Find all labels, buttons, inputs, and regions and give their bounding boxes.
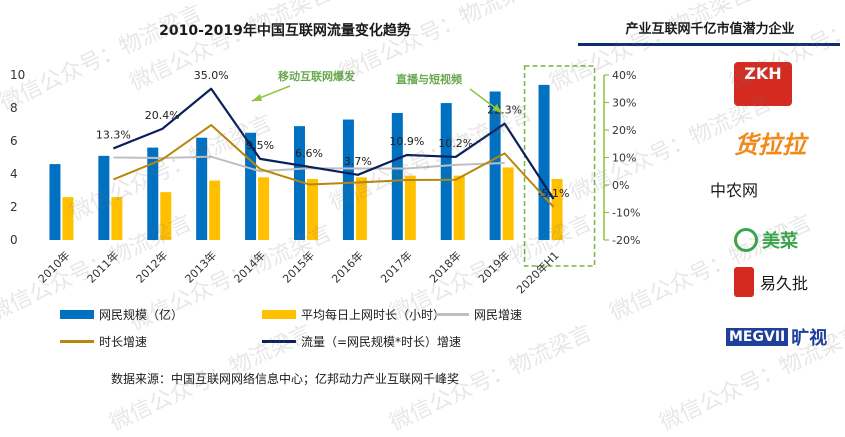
bar-netizens (196, 137, 208, 240)
chart-plot: 0 2 4 6 8 10 40% 30% 20% 10% 0% -10% -20% 13.3% 20.4% 3… (10, 65, 640, 296)
x-tick-label: 2012年 (133, 248, 170, 285)
side-panel-title: 产业互联网千亿市值潜力企业 (625, 22, 795, 37)
bar-netizens (440, 103, 452, 240)
y-left-tick-label: 10 (10, 68, 25, 82)
bar-hours (62, 197, 74, 240)
data-label: 13.3% (96, 128, 131, 141)
line-series-0 (113, 155, 505, 173)
zkh-logo: ZKH (734, 62, 792, 106)
x-tick-label: 2011年 (84, 248, 121, 285)
y-left-tick-label: 0 (10, 233, 18, 247)
y-right-tick-label: 30% (612, 97, 636, 110)
annotation-mobile: 移动互联网爆发 (278, 69, 356, 83)
bar-netizens (147, 147, 159, 240)
bar-netizens (342, 119, 354, 240)
highlight-box (523, 65, 596, 267)
bar-netizens (98, 155, 110, 240)
x-tick-label: 2020年H1 (513, 248, 561, 296)
bar-hours (111, 197, 123, 240)
meicai-logo: 美菜 (734, 227, 798, 253)
megvii-logo: MEGVII 旷视 (726, 324, 827, 350)
data-label: 35.0% (194, 69, 229, 82)
x-tick-label: 2014年 (231, 248, 268, 285)
yijiupi-logo: 易久批 (734, 267, 808, 297)
y-right-tick-label: 40% (612, 69, 636, 82)
annotation-arrow-head (252, 94, 262, 101)
bar-netizens (49, 164, 61, 240)
data-label: 6.6% (295, 147, 323, 160)
y-left-tick-label: 8 (10, 101, 18, 115)
data-label: -5.1% (538, 187, 570, 200)
bar-hours (453, 175, 465, 240)
chart-title: 2010-2019年中国互联网流量变化趋势 (159, 23, 411, 39)
zhongnongwang-logo: 中农网 (710, 181, 759, 200)
annotation-arrow-head (492, 104, 502, 113)
data-source: 数据来源：中国互联网网络信息中心；亿邦动力产业互联网千峰奖 (110, 372, 459, 386)
x-tick-label: 2017年 (377, 248, 414, 285)
y-right-tick-label: -20% (612, 234, 640, 247)
x-tick-label: 2015年 (280, 248, 317, 285)
data-label: 10.2% (438, 137, 473, 150)
bar-hours (502, 167, 514, 240)
huolala-logo: 货拉拉 (734, 131, 806, 159)
y-right-tick-label: 20% (612, 124, 636, 137)
y-right-tick-label: 10% (612, 152, 636, 165)
x-tick-label: 2013年 (182, 248, 219, 285)
data-label: 10.9% (389, 135, 424, 148)
x-tick-label: 2010年 (35, 248, 72, 285)
bar-netizens (391, 112, 403, 240)
bar-netizens (538, 84, 550, 241)
x-tick-label: 2016年 (329, 248, 366, 285)
bar-hours (551, 178, 563, 240)
bar-netizens (489, 91, 501, 240)
bar-hours (209, 180, 221, 240)
side-panel-underline (578, 43, 840, 46)
x-tick-label: 2019年 (475, 248, 512, 285)
bar-hours (404, 175, 416, 240)
x-tick-label: 2018年 (426, 248, 463, 285)
y-left-tick-label: 2 (10, 200, 18, 214)
data-label: 9.5% (246, 139, 274, 152)
bar-netizens (245, 132, 257, 240)
data-label: 3.7% (344, 155, 372, 168)
data-label: 20.4% (145, 109, 180, 122)
y-left-tick-label: 6 (10, 134, 18, 148)
y-right-tick-label: -10% (612, 207, 640, 220)
y-left-tick-label: 4 (10, 167, 18, 181)
line-series-2 (112, 87, 555, 200)
bar-netizens (294, 126, 305, 240)
bar-hours (258, 177, 270, 240)
line-series-1 (112, 124, 555, 208)
bar-hours (355, 177, 367, 240)
annotation-video: 直播与短视频 (396, 72, 462, 86)
bar-hours (160, 192, 172, 240)
bar-hours (307, 178, 318, 240)
y-right-tick-label: 0% (612, 179, 629, 192)
